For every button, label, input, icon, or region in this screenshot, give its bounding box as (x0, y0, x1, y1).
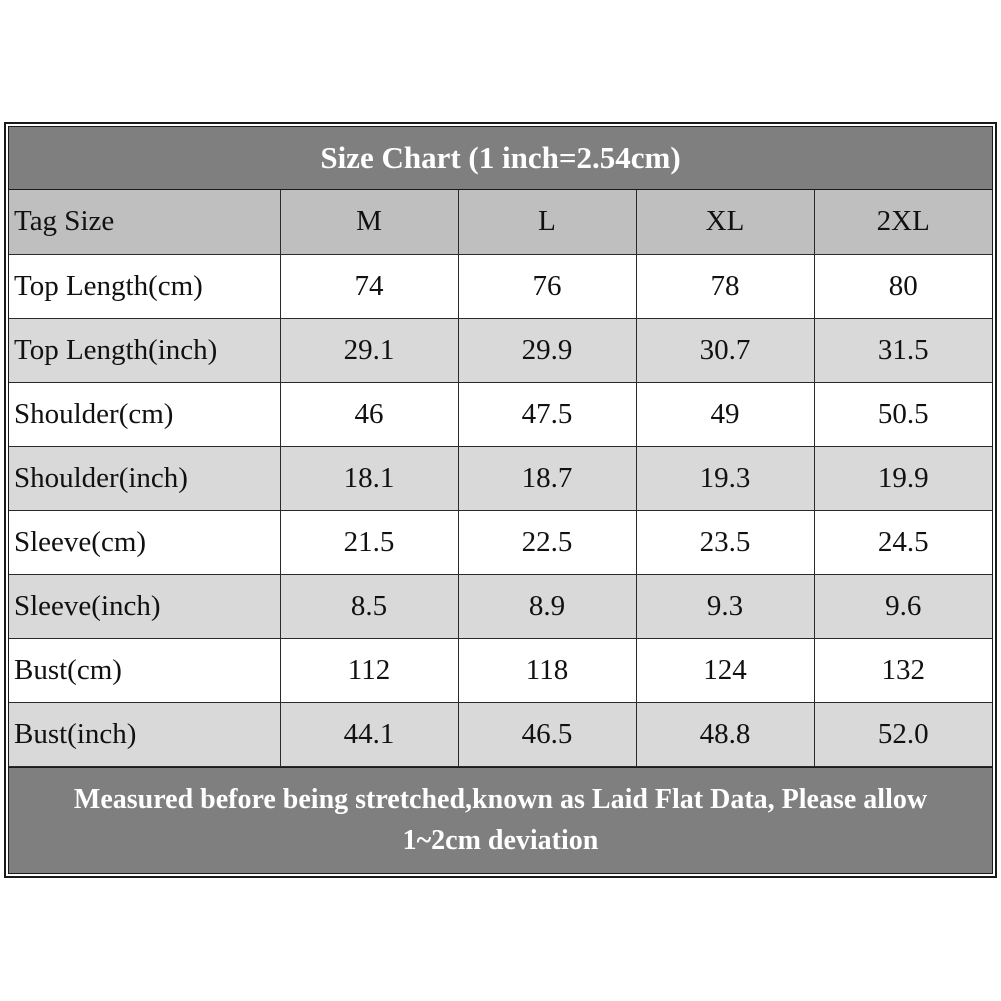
footer-note: Measured before being stretched,known as… (9, 766, 992, 873)
table-cell: 49 (635, 381, 815, 447)
table-cell: 18.1 (279, 445, 459, 511)
size-table: Tag Size M L XL 2XL Top Length(cm) 74 76… (9, 190, 992, 767)
header-row: Tag Size M L XL 2XL (9, 190, 992, 255)
table-row: Shoulder(inch) 18.1 18.7 19.3 19.9 (9, 445, 992, 511)
table-cell: 23.5 (635, 509, 815, 575)
table-cell: 21.5 (279, 509, 459, 575)
table-cell: 46 (279, 381, 459, 447)
row-label: Sleeve(inch) (9, 573, 281, 639)
table-cell: 22.5 (457, 509, 637, 575)
size-header-2xl: 2XL (813, 190, 992, 255)
table-cell: 47.5 (457, 381, 637, 447)
size-chart-inner: Size Chart (1 inch=2.54cm) Tag Size M L … (8, 126, 993, 874)
table-row: Sleeve(cm) 21.5 22.5 23.5 24.5 (9, 509, 992, 575)
table-cell: 30.7 (635, 317, 815, 383)
table-row: Shoulder(cm) 46 47.5 49 50.5 (9, 381, 992, 447)
table-cell: 74 (279, 253, 459, 319)
row-label: Shoulder(inch) (9, 445, 281, 511)
table-cell: 50.5 (813, 381, 992, 447)
row-label: Top Length(cm) (9, 253, 281, 319)
table-cell: 48.8 (635, 701, 815, 767)
size-chart: Size Chart (1 inch=2.54cm) Tag Size M L … (4, 122, 997, 878)
row-label: Bust(cm) (9, 637, 281, 703)
header-label: Tag Size (9, 190, 281, 255)
table-cell: 52.0 (813, 701, 992, 767)
row-label: Shoulder(cm) (9, 381, 281, 447)
row-label: Top Length(inch) (9, 317, 281, 383)
table-cell: 31.5 (813, 317, 992, 383)
footer-note-line-1: Measured before being stretched,known as… (73, 784, 928, 816)
table-cell: 8.5 (279, 573, 459, 639)
footer-note-line-2: 1~2cm deviation (402, 825, 599, 857)
table-cell: 18.7 (457, 445, 637, 511)
size-header-l: L (457, 190, 637, 255)
table-cell: 9.6 (813, 573, 992, 639)
table-cell: 78 (635, 253, 815, 319)
table-cell: 46.5 (457, 701, 637, 767)
row-label: Sleeve(cm) (9, 509, 281, 575)
table-cell: 29.1 (279, 317, 459, 383)
table-cell: 112 (279, 637, 459, 703)
table-cell: 8.9 (457, 573, 637, 639)
table-cell: 9.3 (635, 573, 815, 639)
table-row: Bust(inch) 44.1 46.5 48.8 52.0 (9, 701, 992, 767)
table-cell: 24.5 (813, 509, 992, 575)
table-cell: 76 (457, 253, 637, 319)
table-row: Top Length(cm) 74 76 78 80 (9, 253, 992, 319)
table-cell: 19.3 (635, 445, 815, 511)
table-cell: 19.9 (813, 445, 992, 511)
table-row: Top Length(inch) 29.1 29.9 30.7 31.5 (9, 317, 992, 383)
table-cell: 124 (635, 637, 815, 703)
table-cell: 132 (813, 637, 992, 703)
row-label: Bust(inch) (9, 701, 281, 767)
table-cell: 118 (457, 637, 637, 703)
chart-title: Size Chart (1 inch=2.54cm) (9, 127, 992, 190)
table-row: Bust(cm) 112 118 124 132 (9, 637, 992, 703)
size-header-m: M (279, 190, 459, 255)
table-cell: 44.1 (279, 701, 459, 767)
table-row: Sleeve(inch) 8.5 8.9 9.3 9.6 (9, 573, 992, 639)
table-cell: 29.9 (457, 317, 637, 383)
size-header-xl: XL (635, 190, 815, 255)
table-cell: 80 (813, 253, 992, 319)
